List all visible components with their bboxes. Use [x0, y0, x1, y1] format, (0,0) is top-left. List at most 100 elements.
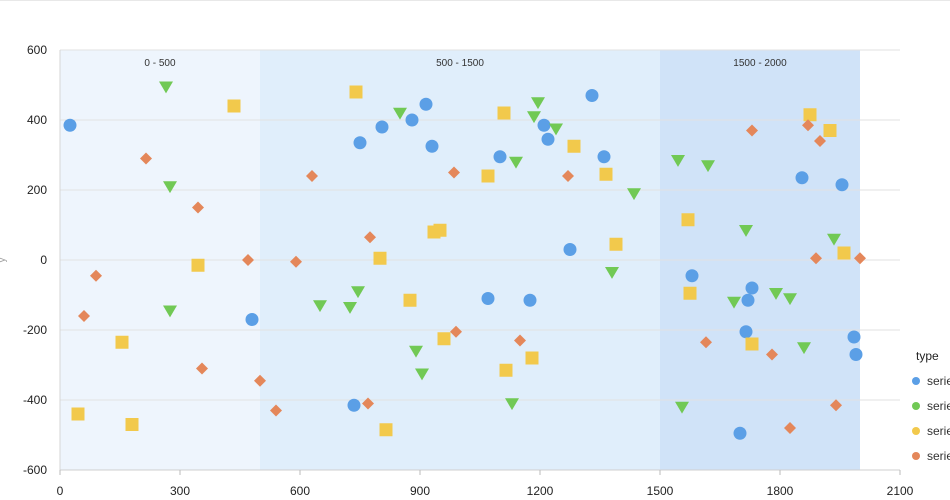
square-point [599, 167, 613, 181]
triangle-point [409, 345, 423, 358]
diamond-point [362, 397, 374, 410]
circle-point [563, 243, 577, 256]
diamond-point [140, 152, 152, 165]
circle-point [835, 178, 849, 192]
x-tick-label: 1800 [767, 484, 794, 498]
square-point [823, 124, 837, 137]
diamond-point [766, 348, 778, 361]
triangle-point [163, 305, 177, 318]
square-point [437, 332, 451, 346]
legend-item[interactable]: serie [912, 449, 950, 463]
circle-point [795, 171, 809, 185]
circle-point [537, 118, 551, 132]
square-point [837, 246, 851, 260]
triangle-point [531, 97, 545, 110]
square-point [373, 251, 387, 265]
square-point [745, 337, 759, 351]
triangle-point [783, 293, 797, 306]
triangle-point [605, 267, 619, 279]
diamond-point [450, 325, 462, 338]
y-tick-label: 200 [27, 183, 47, 197]
legend-swatch [912, 427, 920, 435]
circle-point [481, 292, 495, 305]
x-tick-label: 2100 [887, 484, 914, 498]
diamond-point [290, 255, 302, 268]
legend-swatch [912, 402, 920, 410]
triangle-point [509, 156, 523, 169]
circle-point [245, 313, 259, 326]
circle-point [741, 293, 755, 307]
triangle-point [393, 107, 407, 120]
circle-point [847, 330, 861, 344]
diamond-point [854, 252, 866, 265]
legend-item[interactable]: serie [912, 374, 950, 388]
triangle-point [627, 188, 641, 201]
square-point [481, 169, 495, 183]
x-tick-label: 300 [170, 484, 190, 498]
triangle-point [415, 368, 429, 381]
circle-point [419, 97, 433, 111]
square-point [71, 407, 85, 421]
square-point [609, 237, 623, 251]
square-point [403, 293, 417, 307]
y-tick-label: 0 [40, 253, 47, 267]
legend-label: serie [927, 449, 950, 463]
circle-point [597, 150, 611, 164]
square-point [497, 106, 511, 120]
circle-point [347, 398, 361, 412]
circle-point [493, 150, 507, 164]
diamond-point [562, 170, 574, 182]
diamond-point [810, 252, 822, 265]
diamond-point [802, 119, 814, 132]
diamond-point [192, 201, 204, 214]
diamond-point [78, 310, 90, 322]
square-point [125, 418, 139, 431]
x-tick-label: 1200 [527, 484, 554, 498]
legend-item[interactable]: serie [912, 399, 950, 413]
triangle-point [675, 401, 689, 414]
square-point [681, 213, 695, 227]
circle-point [685, 269, 699, 283]
y-tick-label: -200 [23, 323, 47, 337]
axis-layer: -600 -400 -200 0 200 400 600 0 300 600 900 1200 1500… [0, 43, 914, 498]
diamond-point [306, 170, 318, 182]
legend-swatch [912, 377, 920, 385]
legend-label: serie [927, 374, 950, 388]
triangle-point [671, 155, 685, 167]
x-tick-label: 0 [57, 484, 64, 498]
square-point [115, 335, 129, 349]
diamond-point [242, 254, 254, 266]
circle-point [375, 120, 389, 134]
circle-point [849, 348, 863, 361]
square-point [803, 108, 817, 122]
square-point [379, 423, 393, 437]
top-divider [0, 0, 950, 1]
y-axis-title: y [0, 257, 7, 262]
circle-point [585, 89, 599, 102]
circle-point [405, 113, 419, 127]
points-layer [63, 81, 866, 440]
series-2 [71, 85, 851, 437]
triangle-point [827, 233, 841, 246]
x-tick-label: 600 [290, 484, 310, 498]
diamond-point [814, 135, 826, 147]
triangle-point [343, 302, 357, 314]
triangle-point [527, 111, 541, 124]
circle-point [63, 118, 77, 132]
triangle-point [797, 342, 811, 355]
diamond-point [514, 334, 526, 347]
triangle-point [163, 181, 177, 194]
y-tick-label: -400 [23, 393, 47, 407]
diamond-point [270, 404, 282, 417]
diamond-point [746, 124, 758, 137]
legend-label: serie [927, 424, 950, 438]
triangle-point [313, 300, 327, 313]
square-point [525, 351, 539, 365]
legend-item[interactable]: serie [912, 424, 950, 438]
square-point [499, 363, 513, 377]
square-point [433, 223, 447, 237]
triangle-point [769, 288, 783, 300]
y-tick-label: 400 [27, 113, 47, 127]
